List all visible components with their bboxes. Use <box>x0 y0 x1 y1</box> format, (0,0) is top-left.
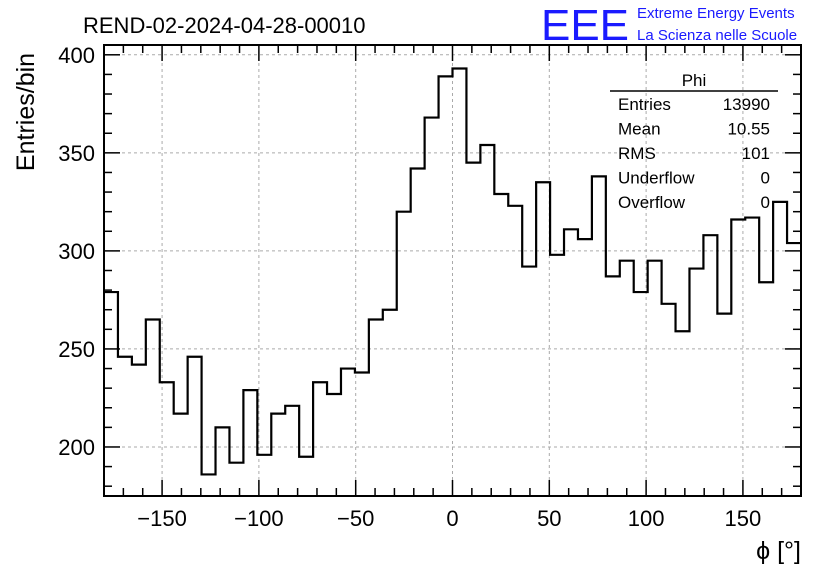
stats-row-value: 0 <box>761 169 770 188</box>
y-tick-label: 350 <box>58 141 95 166</box>
logo-line-2: La Scienza nelle Scuole <box>637 27 797 44</box>
x-tick-label: 150 <box>725 506 762 531</box>
stats-rows: Entries 13990 Mean 10.55 RMS 101 Underflow 0 Ove… <box>618 95 770 212</box>
x-tick-label: 50 <box>537 506 561 531</box>
chart-title: REND-02-2024-04-28-00010 <box>83 13 366 38</box>
y-tick-label: 250 <box>58 337 95 362</box>
stats-row-value: 13990 <box>723 95 770 114</box>
stats-row-label: RMS <box>618 144 656 163</box>
logo-line-1: Extreme Energy Events <box>637 5 795 22</box>
y-tick-label: 300 <box>58 239 95 264</box>
stats-row-label: Entries <box>618 95 671 114</box>
stats-row-value: 101 <box>742 144 770 163</box>
stats-row-label: Underflow <box>618 169 695 188</box>
stats-box: Phi Entries 13990 Mean 10.55 RMS 101 Underflow… <box>610 71 778 212</box>
x-tick-label: −50 <box>337 506 374 531</box>
histogram-series <box>104 67 801 476</box>
stats-row-label: Mean <box>618 120 661 139</box>
tick-labels: −150 −100 −50 0 50 100 150 200 250 300 350 400 <box>58 43 761 531</box>
eee-logo: EEE Extreme Energy Events La Scienza nel… <box>541 1 797 50</box>
stats-row-value: 10.55 <box>727 120 770 139</box>
x-axis-label: ϕ [°] <box>756 537 801 565</box>
x-tick-label: 100 <box>628 506 665 531</box>
x-tick-label: 0 <box>446 506 458 531</box>
y-axis-label: Entries/bin <box>12 53 40 171</box>
y-tick-label: 400 <box>58 43 95 68</box>
x-tick-label: −150 <box>137 506 187 531</box>
axis-ticks <box>104 45 801 496</box>
stats-box-title: Phi <box>682 71 707 90</box>
grid-lines <box>104 45 801 496</box>
x-tick-label: −100 <box>234 506 284 531</box>
logo-mark: EEE <box>541 1 629 50</box>
y-tick-label: 200 <box>58 435 95 460</box>
stats-row-label: Overflow <box>618 193 686 212</box>
stats-row-value: 0 <box>761 193 770 212</box>
